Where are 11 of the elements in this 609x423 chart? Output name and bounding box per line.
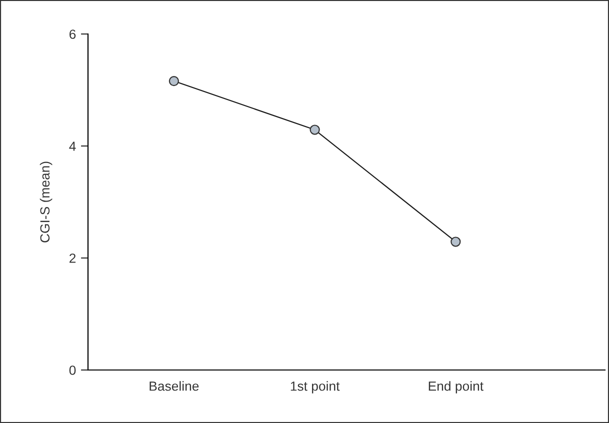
x-tick-label: End point bbox=[428, 381, 484, 394]
point bbox=[168, 76, 179, 86]
x-tick-label: Baseline bbox=[150, 381, 199, 391]
x-tick-label: 1st point bbox=[290, 381, 340, 394]
y-axis-title: CGI-S (mean) bbox=[40, 162, 52, 242]
point bbox=[310, 124, 320, 135]
y-tick-label: 2 bbox=[70, 254, 76, 263]
y-tick-label: 0 bbox=[69, 366, 76, 375]
y-tick-label: 6 bbox=[70, 30, 76, 39]
point bbox=[450, 236, 461, 247]
y-tick-label: 4 bbox=[69, 142, 76, 151]
